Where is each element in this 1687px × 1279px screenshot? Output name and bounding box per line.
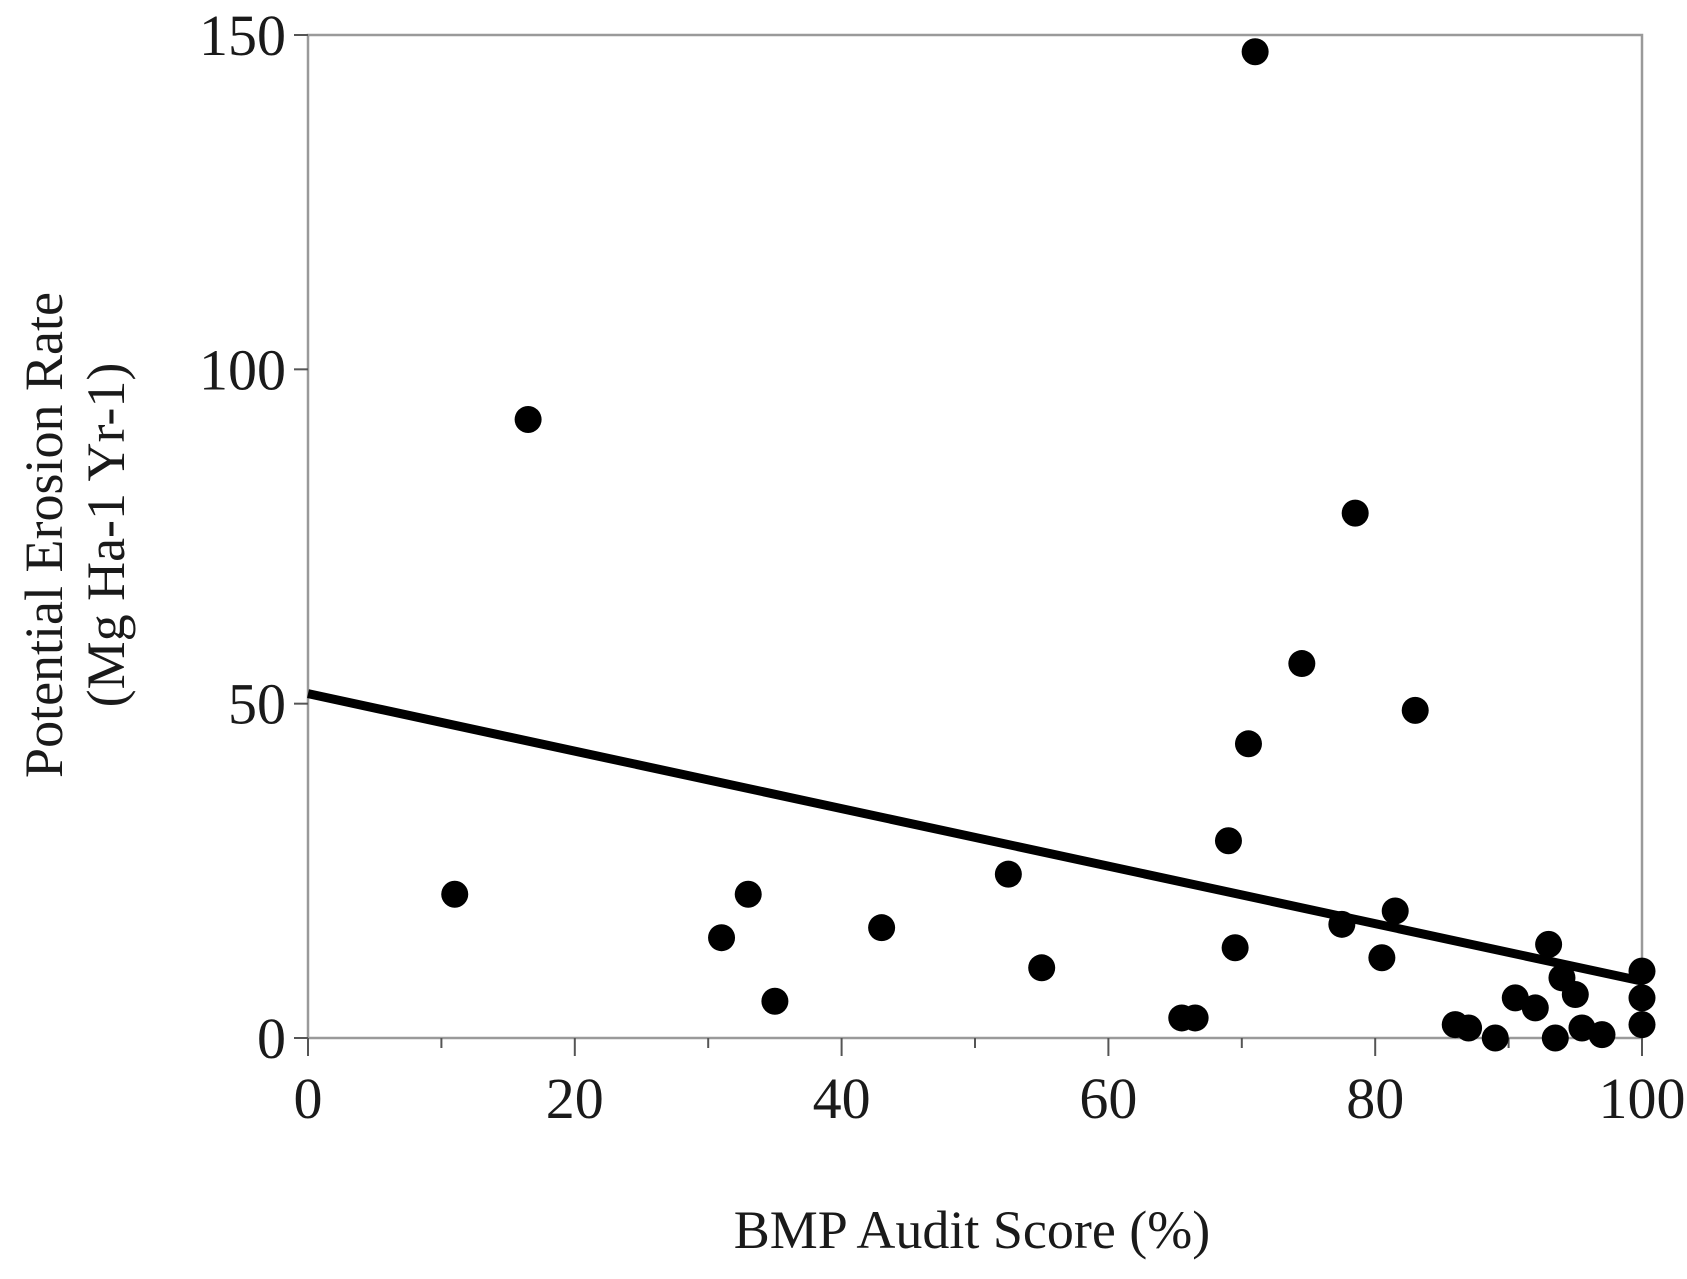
tick-labels-group: 0 20 40 60 80 100 0 50 100 150 — [199, 3, 1686, 1131]
x-axis-title: BMP Audit Score (%) — [734, 1200, 1210, 1260]
data-point — [1535, 930, 1563, 958]
data-point — [1588, 1021, 1616, 1049]
data-point — [994, 860, 1022, 888]
data-point — [761, 987, 789, 1015]
y-tick-label: 50 — [228, 672, 286, 737]
data-point — [441, 880, 469, 908]
data-point — [1214, 827, 1242, 855]
x-tick-label: 100 — [1599, 1066, 1686, 1131]
data-point — [1368, 944, 1396, 972]
y-tick-label: 100 — [199, 337, 286, 402]
data-point — [1221, 934, 1249, 962]
data-points-group — [441, 38, 1656, 1052]
y-axis-title: Potential Erosion Rate (Mg Ha-1 Yr-1) — [14, 292, 136, 778]
data-point — [734, 880, 762, 908]
data-point — [1628, 957, 1656, 985]
y-axis-title-line-2: (Mg Ha-1 Yr-1) — [76, 363, 136, 708]
data-point — [1288, 650, 1316, 678]
trend-line-group — [307, 689, 1643, 986]
y-axis-title-line-1: Potential Erosion Rate — [14, 292, 74, 778]
trend-line — [307, 689, 1643, 986]
data-point — [1561, 981, 1589, 1009]
x-tick-label: 60 — [1079, 1066, 1137, 1131]
ticks-group — [294, 34, 1643, 1056]
data-point — [1028, 954, 1056, 982]
data-point — [1521, 994, 1549, 1022]
data-point — [1328, 910, 1356, 938]
data-point — [708, 924, 736, 952]
x-tick-label: 80 — [1346, 1066, 1404, 1131]
data-point — [1234, 730, 1262, 758]
data-point — [1181, 1004, 1209, 1032]
y-tick-label: 150 — [199, 3, 286, 68]
plot-frame-group — [306, 33, 1644, 1040]
x-tick-label: 20 — [546, 1066, 604, 1131]
data-point — [1381, 897, 1409, 925]
data-point — [868, 914, 896, 942]
x-tick-label: 0 — [294, 1066, 323, 1131]
data-point — [1628, 1011, 1656, 1039]
plot-frame — [306, 33, 1644, 1040]
data-point — [1341, 499, 1369, 527]
data-point — [1481, 1024, 1509, 1052]
data-point — [1455, 1014, 1483, 1042]
y-tick-label: 0 — [257, 1006, 286, 1071]
data-point — [1501, 984, 1529, 1012]
x-tick-label: 40 — [813, 1066, 871, 1131]
data-point — [1241, 38, 1269, 66]
data-point — [1401, 696, 1429, 724]
data-point — [1541, 1024, 1569, 1052]
data-point — [514, 405, 542, 433]
data-point — [1628, 984, 1656, 1012]
